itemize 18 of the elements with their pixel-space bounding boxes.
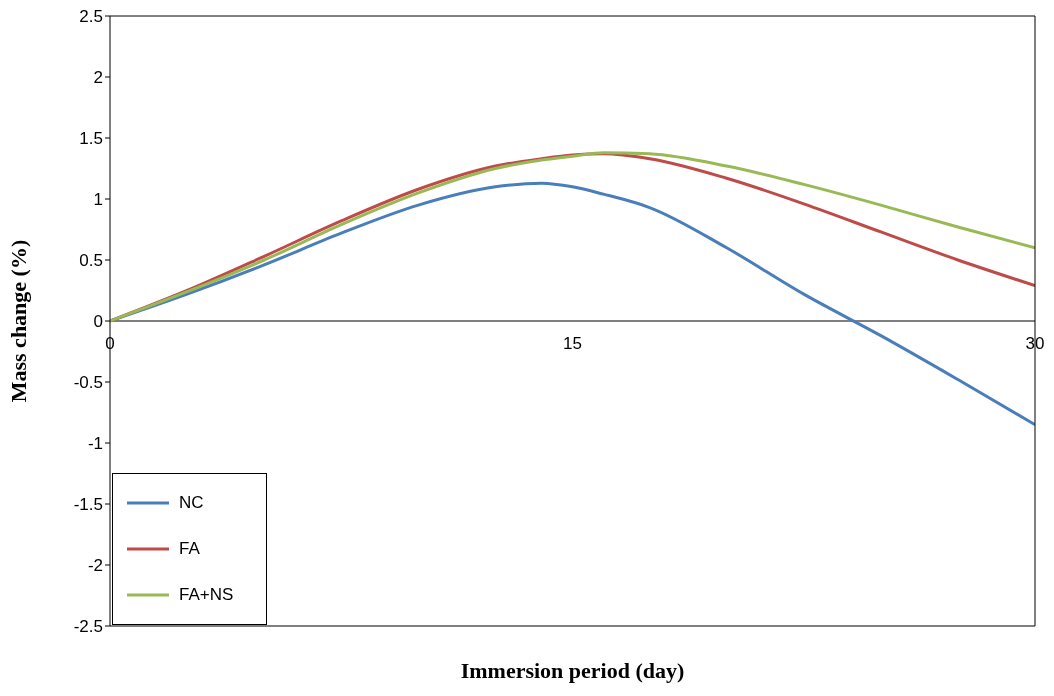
- y-tick-label: 2.5: [79, 7, 103, 27]
- y-tick-label: -2.5: [73, 617, 103, 637]
- y-tick-label: -2: [87, 556, 103, 576]
- x-tick-label: 15: [563, 333, 582, 353]
- y-tick-label: 2: [93, 68, 103, 88]
- y-tick-label: -0.5: [73, 373, 103, 393]
- y-tick-label: -1.5: [73, 495, 103, 515]
- legend-label: FA: [179, 539, 200, 559]
- y-tick-label: 1.5: [79, 129, 103, 149]
- y-tick-label: 0: [93, 312, 103, 332]
- y-tick-label: 0.5: [79, 251, 103, 271]
- x-tick-label: 30: [1025, 333, 1045, 353]
- legend-label: NC: [179, 493, 204, 513]
- y-axis-title: Mass change (%): [5, 239, 31, 403]
- legend-label: FA+NS: [179, 585, 234, 605]
- y-tick-label: 1: [93, 190, 103, 210]
- y-tick-label: -1: [87, 434, 103, 454]
- x-axis-title: Immersion period (day): [460, 658, 685, 683]
